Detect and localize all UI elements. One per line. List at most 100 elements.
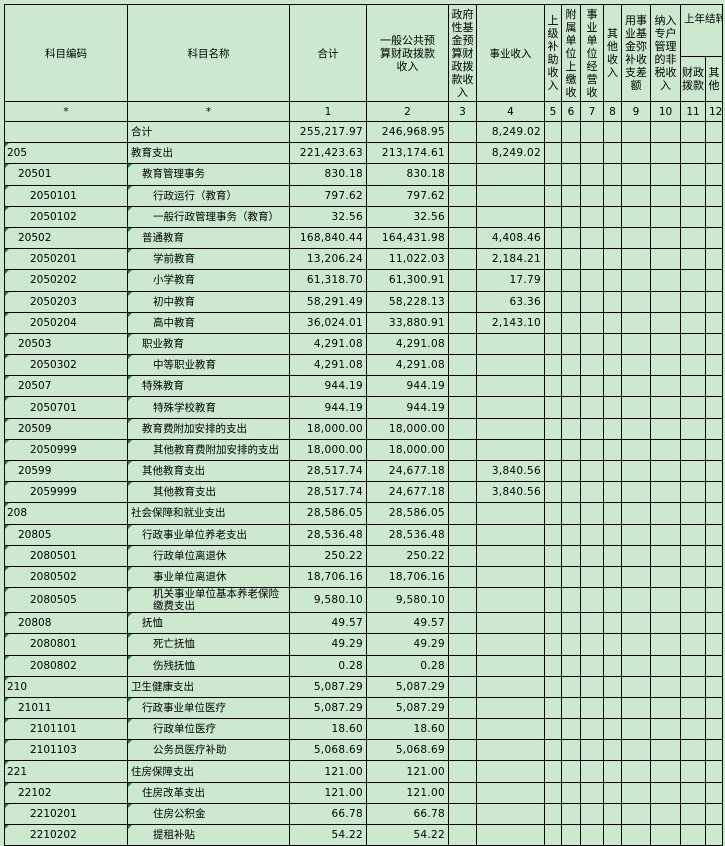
empty-cell[interactable] [621, 481, 651, 504]
business-income-cell[interactable] [476, 417, 545, 440]
empty-cell[interactable] [680, 502, 706, 525]
name-cell[interactable]: 抚恤 [127, 612, 290, 635]
empty-cell[interactable] [544, 205, 562, 228]
empty-cell[interactable] [650, 544, 681, 567]
empty-cell[interactable] [603, 142, 622, 165]
empty-cell[interactable] [705, 481, 723, 504]
empty-cell[interactable] [544, 184, 562, 207]
empty-cell[interactable] [580, 675, 604, 698]
header-general-budget[interactable]: 一般公共预算财政拨款收入 [366, 4, 449, 102]
total-cell[interactable]: 18,706.16 [289, 565, 367, 589]
gov-fund-cell[interactable] [448, 802, 477, 826]
empty-cell[interactable] [580, 248, 604, 271]
empty-cell[interactable] [680, 802, 706, 826]
empty-cell[interactable] [650, 760, 681, 783]
empty-cell[interactable] [561, 544, 581, 567]
name-cell[interactable]: 住房公积金 [127, 802, 290, 826]
index-cell[interactable]: 4 [476, 101, 545, 122]
code-cell[interactable]: 2050102 [4, 205, 128, 228]
empty-cell[interactable] [580, 120, 604, 144]
empty-cell[interactable] [603, 290, 622, 313]
empty-cell[interactable] [621, 311, 651, 334]
empty-cell[interactable] [544, 675, 562, 698]
index-cell[interactable]: 8 [603, 101, 622, 122]
business-income-cell[interactable] [476, 718, 545, 741]
business-income-cell[interactable] [476, 654, 545, 677]
empty-cell[interactable] [561, 502, 581, 525]
empty-cell[interactable] [621, 396, 651, 419]
empty-cell[interactable] [580, 269, 604, 292]
empty-cell[interactable] [561, 802, 581, 826]
business-income-cell[interactable] [476, 523, 545, 546]
empty-cell[interactable] [544, 375, 562, 398]
header-carryover-other[interactable]: 其他 [705, 56, 723, 102]
empty-cell[interactable] [580, 205, 604, 228]
name-cell[interactable]: 提租补贴 [127, 823, 290, 846]
empty-cell[interactable] [680, 248, 706, 271]
empty-cell[interactable] [650, 248, 681, 271]
general-budget-cell[interactable]: 5,087.29 [366, 696, 449, 720]
total-cell[interactable]: 121.00 [289, 760, 367, 783]
empty-cell[interactable] [680, 226, 706, 250]
index-cell[interactable]: 12 [705, 101, 723, 122]
gov-fund-cell[interactable] [448, 459, 477, 483]
empty-cell[interactable] [680, 565, 706, 589]
empty-cell[interactable] [650, 565, 681, 589]
empty-cell[interactable] [621, 248, 651, 271]
business-income-cell[interactable]: 3,840.56 [476, 459, 545, 483]
empty-cell[interactable] [650, 375, 681, 398]
empty-cell[interactable] [621, 417, 651, 440]
header-carryover-fiscal[interactable]: 财政拨款 [680, 56, 706, 102]
business-income-cell[interactable] [476, 544, 545, 567]
empty-cell[interactable] [650, 459, 681, 483]
business-income-cell[interactable]: 8,249.02 [476, 120, 545, 144]
empty-cell[interactable] [544, 417, 562, 440]
general-budget-cell[interactable]: 54.22 [366, 823, 449, 846]
empty-cell[interactable] [621, 633, 651, 656]
code-cell[interactable]: 2050999 [4, 438, 128, 462]
empty-cell[interactable] [705, 226, 723, 250]
total-cell[interactable]: 5,087.29 [289, 675, 367, 698]
empty-cell[interactable] [561, 120, 581, 144]
general-budget-cell[interactable]: 28,586.05 [366, 502, 449, 525]
general-budget-cell[interactable]: 797.62 [366, 184, 449, 207]
empty-cell[interactable] [603, 205, 622, 228]
code-cell[interactable]: 20501 [4, 163, 128, 186]
index-cell[interactable]: 2 [366, 101, 449, 122]
empty-cell[interactable] [580, 612, 604, 635]
empty-cell[interactable] [705, 675, 723, 698]
code-cell[interactable]: 221 [4, 760, 128, 783]
empty-cell[interactable] [561, 438, 581, 462]
name-cell[interactable]: 行政运行（教育） [127, 184, 290, 207]
gov-fund-cell[interactable] [448, 163, 477, 186]
empty-cell[interactable] [603, 481, 622, 504]
empty-cell[interactable] [561, 481, 581, 504]
general-budget-cell[interactable]: 246,968.95 [366, 120, 449, 144]
gov-fund-cell[interactable] [448, 205, 477, 228]
empty-cell[interactable] [621, 823, 651, 846]
general-budget-cell[interactable]: 5,068.69 [366, 739, 449, 762]
index-cell[interactable]: * [4, 101, 128, 122]
name-cell[interactable]: 事业单位离退休 [127, 565, 290, 589]
empty-cell[interactable] [705, 696, 723, 720]
code-cell[interactable]: 20509 [4, 417, 128, 440]
empty-cell[interactable] [580, 417, 604, 440]
empty-cell[interactable] [561, 163, 581, 186]
empty-cell[interactable] [621, 523, 651, 546]
empty-cell[interactable] [650, 633, 681, 656]
general-budget-cell[interactable]: 4,291.08 [366, 354, 449, 377]
empty-cell[interactable] [621, 739, 651, 762]
empty-cell[interactable] [603, 248, 622, 271]
code-cell[interactable]: 2050302 [4, 354, 128, 377]
name-cell[interactable]: 机关事业单位基本养老保险缴费支出 [127, 587, 290, 614]
business-income-cell[interactable] [476, 184, 545, 207]
general-budget-cell[interactable]: 24,677.18 [366, 481, 449, 504]
gov-fund-cell[interactable] [448, 502, 477, 525]
empty-cell[interactable] [650, 142, 681, 165]
empty-cell[interactable] [580, 823, 604, 846]
empty-cell[interactable] [544, 760, 562, 783]
name-cell[interactable]: 初中教育 [127, 290, 290, 313]
gov-fund-cell[interactable] [448, 654, 477, 677]
general-budget-cell[interactable]: 58,228.13 [366, 290, 449, 313]
empty-cell[interactable] [603, 163, 622, 186]
